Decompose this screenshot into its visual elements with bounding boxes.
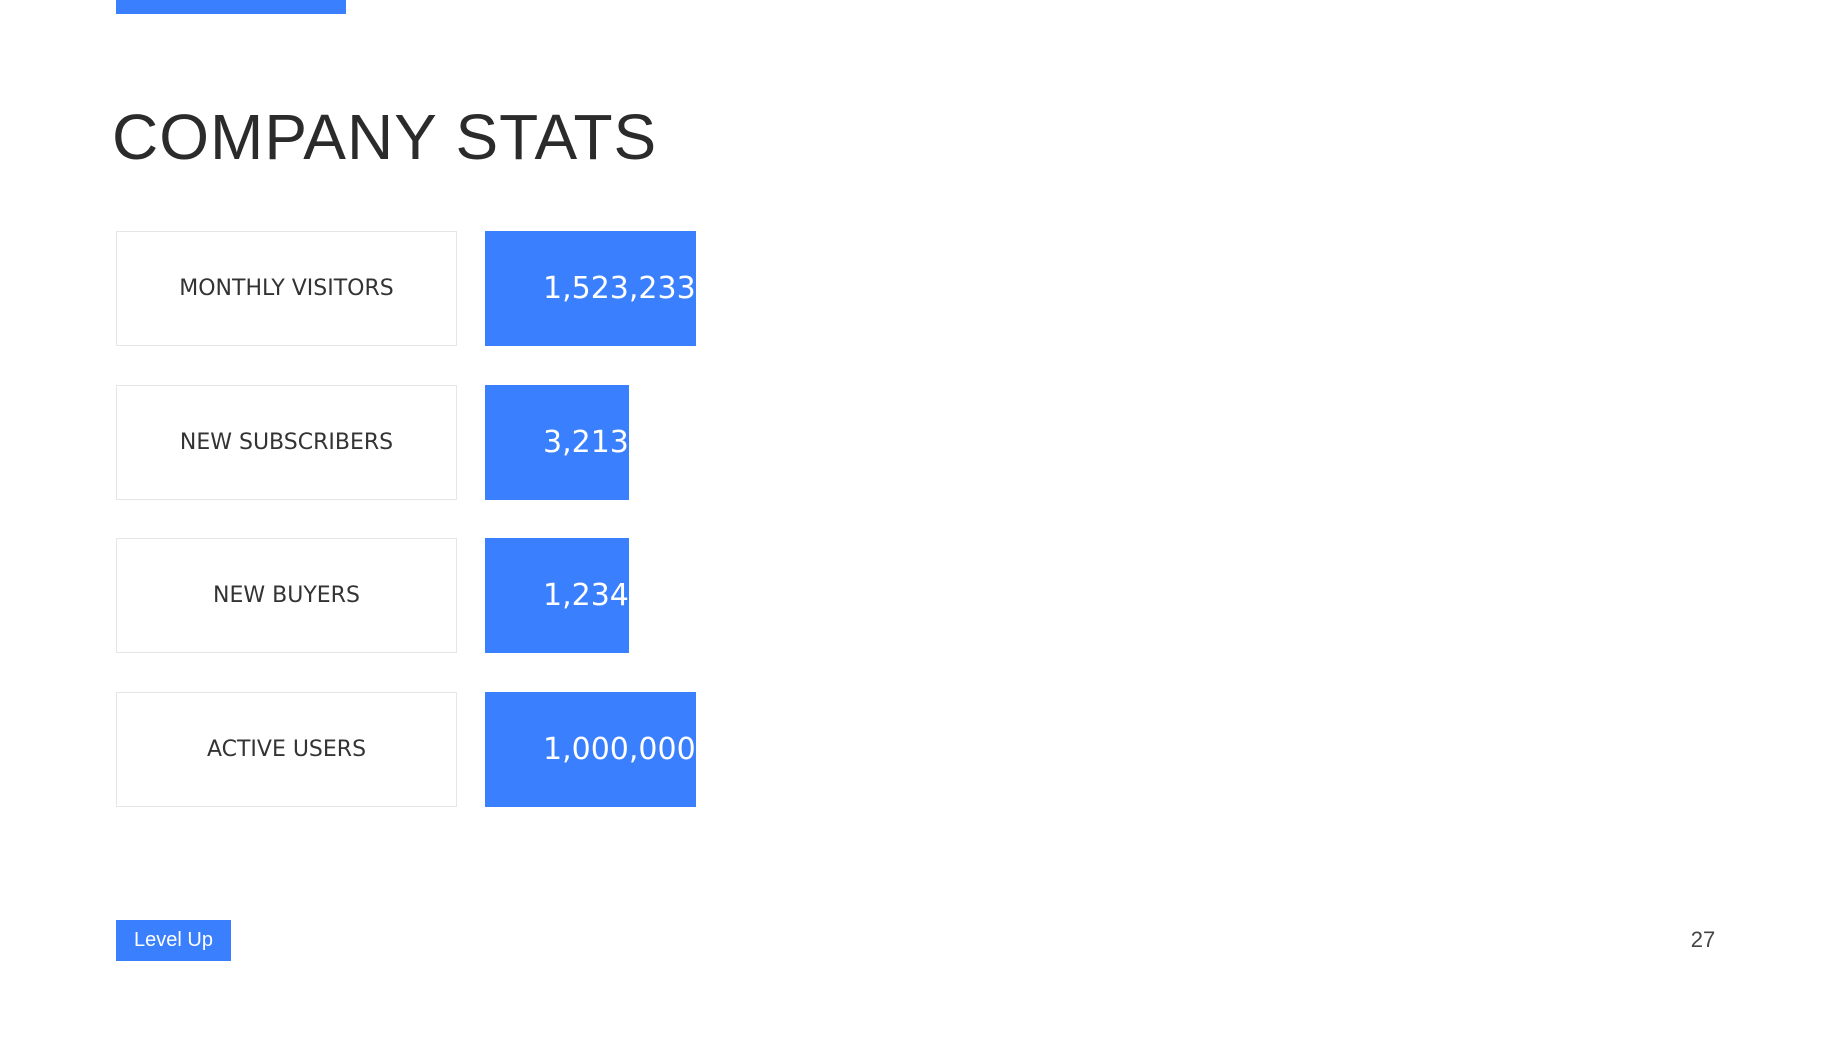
- page-number: 27: [1690, 927, 1716, 952]
- stat-row: ACTIVE USERS 1,000,000: [116, 691, 1716, 807]
- stat-label: ACTIVE USERS: [116, 691, 457, 807]
- accent-bar: [116, 0, 346, 14]
- footer-tag: Level Up: [116, 920, 231, 961]
- stat-row: NEW SUBSCRIBERS 3,213: [116, 384, 1716, 500]
- stat-bar: 1,000,000: [485, 691, 696, 807]
- stat-label: NEW SUBSCRIBERS: [116, 384, 457, 500]
- stat-row: MONTHLY VISITORS 1,523,233: [116, 231, 1716, 346]
- stat-value: 1,523,233: [543, 271, 696, 306]
- stat-bar: 1,234: [485, 538, 629, 653]
- stat-value: 1,000,000: [543, 731, 696, 767]
- stat-bar: 1,523,233: [485, 231, 696, 346]
- stat-label: NEW BUYERS: [116, 538, 457, 653]
- stat-value: 1,234: [543, 578, 629, 613]
- stat-value: 3,213: [543, 424, 629, 460]
- stat-bar: 3,213: [485, 384, 629, 500]
- title: COMPANY STATS: [112, 101, 658, 173]
- stat-row: NEW BUYERS 1,234: [116, 538, 1716, 653]
- stat-label: MONTHLY VISITORS: [116, 231, 457, 346]
